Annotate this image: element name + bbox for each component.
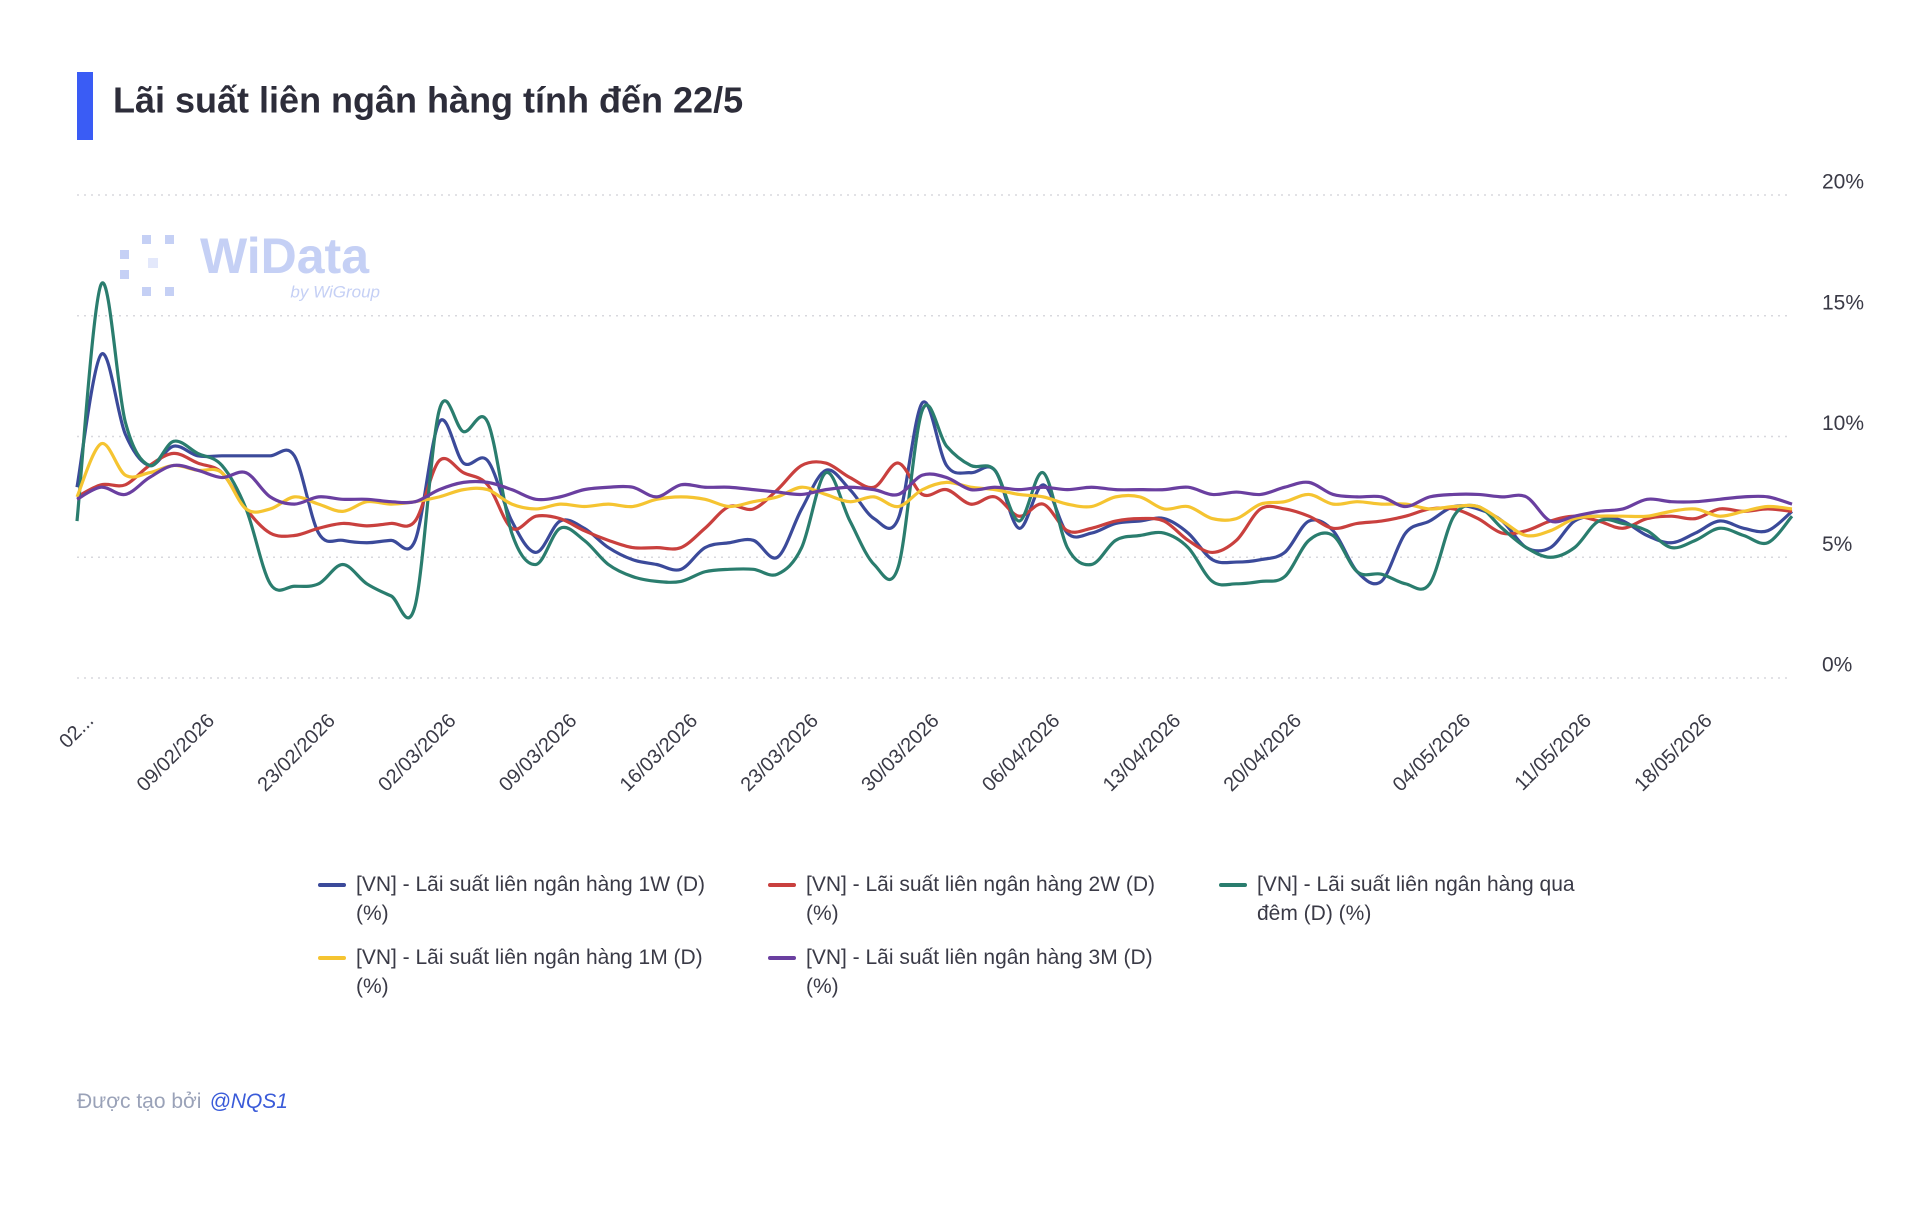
y-tick-label: 10%	[1822, 412, 1864, 435]
series-line	[76, 451, 1793, 555]
chart-title: Lãi suất liên ngân hàng tính đến 22/5	[113, 80, 743, 121]
x-tick-label: 23/03/2026	[737, 710, 823, 796]
x-tick-label: 09/03/2026	[495, 710, 581, 796]
legend-item[interactable]: [VN] - Lãi suất liên ngân hàng 2W (D) (%…	[768, 870, 1166, 928]
footer-author[interactable]: @NQS1	[209, 1090, 288, 1113]
x-tick-label: 20/04/2026	[1220, 710, 1306, 796]
series-line	[75, 281, 1794, 620]
legend-swatch	[318, 956, 346, 960]
y-tick-label: 0%	[1822, 654, 1852, 677]
legend-item[interactable]: [VN] - Lãi suất liên ngân hàng 1M (D) (%…	[318, 943, 716, 1001]
legend-label: [VN] - Lãi suất liên ngân hàng 1M (D) (%…	[356, 946, 703, 998]
watermark-brand: WiData	[200, 228, 370, 284]
legend-swatch	[1219, 883, 1247, 887]
x-tick-label: 18/05/2026	[1630, 710, 1716, 796]
legend-label: [VN] - Lãi suất liên ngân hàng 3M (D) (%…	[806, 946, 1153, 998]
legend-swatch	[768, 883, 796, 887]
series-line	[75, 442, 1793, 538]
x-tick-label: 09/02/2026	[133, 710, 219, 796]
watermark-by: by WiGroup	[290, 282, 380, 301]
y-tick-label: 5%	[1822, 533, 1852, 556]
series-line	[75, 352, 1794, 586]
footer-label: Được tạo bởi	[77, 1090, 202, 1113]
x-tick-label: 06/04/2026	[978, 710, 1064, 796]
title-bar	[77, 72, 93, 140]
x-tick-label: 23/02/2026	[253, 710, 339, 796]
legend-item[interactable]: [VN] - Lãi suất liên ngân hàng 1W (D) (%…	[318, 870, 716, 928]
legend-swatch	[318, 883, 346, 887]
footer: Được tạo bởi @NQS1	[77, 1090, 288, 1114]
legend-label: [VN] - Lãi suất liên ngân hàng 2W (D) (%…	[806, 873, 1156, 925]
y-tick-label: 15%	[1822, 291, 1864, 314]
x-tick-label: 11/05/2026	[1511, 710, 1596, 795]
x-tick-label: 16/03/2026	[616, 710, 702, 796]
legend-item[interactable]: [VN] - Lãi suất liên ngân hàng 3M (D) (%…	[768, 943, 1166, 1001]
legend-label: [VN] - Lãi suất liên ngân hàng 1W (D) (%…	[356, 873, 706, 925]
legend-label: [VN] - Lãi suất liên ngân hàng qua đêm (…	[1257, 873, 1575, 925]
x-tick-label: 04/05/2026	[1389, 710, 1475, 796]
legend-swatch	[768, 956, 796, 960]
series-line	[76, 463, 1793, 524]
x-tick-label: 02/03/2026	[374, 710, 460, 796]
x-tick-label: 13/04/2026	[1099, 710, 1185, 796]
x-tick-label: 02...	[55, 710, 98, 753]
x-tick-label: 30/03/2026	[857, 710, 943, 796]
watermark-icon	[120, 235, 174, 296]
legend-item[interactable]: [VN] - Lãi suất liên ngân hàng qua đêm (…	[1219, 870, 1617, 928]
y-tick-label: 20%	[1822, 171, 1864, 194]
